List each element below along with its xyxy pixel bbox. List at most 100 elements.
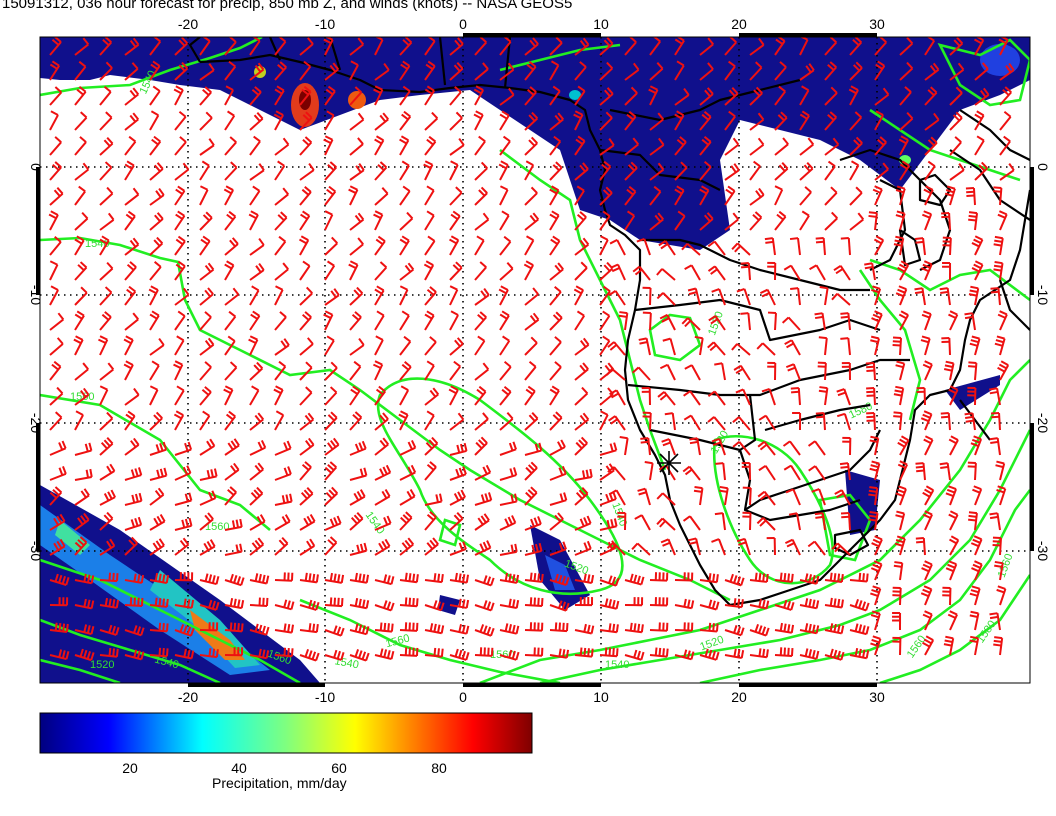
wind-barb (815, 237, 826, 256)
wind-barb (49, 110, 59, 131)
wind-barb (549, 135, 562, 156)
wind-barb (740, 262, 751, 281)
left-lat-labels: 0 -10 -20 -30 (28, 163, 44, 561)
wind-barb (948, 385, 959, 406)
right-lat-labels: 0 -10 -20 -30 (1035, 163, 1051, 561)
wind-barb (799, 648, 820, 660)
wind-barb (949, 111, 963, 131)
wind-barb (149, 597, 169, 608)
wind-barb (549, 573, 570, 586)
wind-barb (149, 135, 162, 156)
wind-barb (349, 163, 365, 181)
wind-barb (149, 411, 163, 431)
wind-barb (574, 597, 594, 607)
location-marker (657, 451, 681, 475)
wind-barb (661, 438, 676, 456)
wind-barb (945, 560, 958, 581)
wind-barb (714, 512, 726, 531)
wind-barb (249, 86, 262, 106)
wind-barb (324, 486, 339, 506)
right-lat-label: -30 (1035, 541, 1051, 561)
wind-barb (399, 597, 419, 608)
wind-barb (774, 622, 795, 634)
wind-barb (970, 435, 983, 456)
wind-barb (924, 112, 940, 131)
wind-barb (324, 536, 338, 556)
wind-barb (642, 411, 652, 431)
wind-barb (424, 623, 445, 635)
wind-barb (968, 361, 978, 381)
wind-barb (274, 514, 291, 531)
wind-barb (870, 635, 882, 656)
wind-barb (868, 486, 879, 506)
wind-barb (749, 572, 769, 583)
wind-barb (549, 439, 566, 456)
wind-barb (742, 511, 752, 531)
wind-barb (499, 37, 512, 56)
wind-barb (965, 187, 976, 206)
wind-barb (199, 111, 213, 131)
wind-barb (499, 467, 518, 481)
wind-barb (499, 335, 511, 356)
wind-barb (943, 360, 955, 381)
wind-barb (323, 310, 334, 331)
wind-barb (349, 512, 364, 531)
wind-barb (224, 361, 238, 381)
wind-barb (866, 412, 876, 431)
wind-barb (574, 337, 590, 356)
wind-barb (866, 387, 876, 406)
wind-barb (599, 442, 618, 456)
wind-barb (574, 436, 588, 456)
wind-barb (922, 610, 933, 631)
wind-barb (840, 512, 851, 531)
wind-barb (474, 412, 489, 431)
wind-barb (974, 37, 985, 56)
wind-barb (224, 60, 237, 81)
wind-barb (274, 599, 295, 611)
wind-barb (968, 211, 979, 231)
wind-barb (274, 493, 293, 506)
wind-barb (173, 85, 184, 106)
wind-barb (920, 260, 933, 281)
wind-barb (249, 412, 265, 431)
wind-barb (224, 136, 237, 156)
wind-barb (999, 86, 1012, 106)
wind-barb (874, 87, 890, 106)
wind-barb (869, 460, 881, 481)
wind-barb (749, 137, 765, 156)
wind-barb (549, 161, 563, 181)
wind-barb (574, 261, 588, 281)
wind-barb (749, 187, 765, 206)
wind-barb (349, 385, 361, 406)
wind-barb (199, 160, 210, 181)
wind-barb (873, 235, 885, 256)
wind-barb (790, 387, 801, 406)
wind-barb (969, 585, 981, 606)
wind-barb (449, 86, 462, 106)
wind-barb (799, 63, 815, 81)
wind-barb (948, 535, 960, 556)
wind-barb (849, 160, 860, 181)
wind-barb (974, 135, 985, 156)
wind-barb (699, 161, 712, 181)
wind-barb (499, 572, 520, 584)
wind-barb (609, 489, 626, 506)
wind-barb (574, 85, 586, 106)
bottom-lon-label: 10 (593, 689, 609, 705)
wind-barb (449, 337, 464, 356)
wind-barb (149, 310, 160, 331)
wind-barb (249, 573, 270, 585)
wind-barb (948, 510, 959, 531)
wind-barb (699, 135, 712, 156)
wind-barb (49, 466, 67, 481)
wind-barb (967, 461, 977, 481)
wind-barb (649, 212, 664, 231)
wind-barb (199, 337, 215, 356)
wind-barb (199, 86, 212, 106)
wind-barb (724, 137, 740, 156)
wind-barb (524, 287, 539, 306)
wind-barb (74, 211, 89, 231)
wind-barb (399, 647, 419, 657)
wind-barb (799, 623, 820, 635)
wind-barb (499, 110, 510, 131)
